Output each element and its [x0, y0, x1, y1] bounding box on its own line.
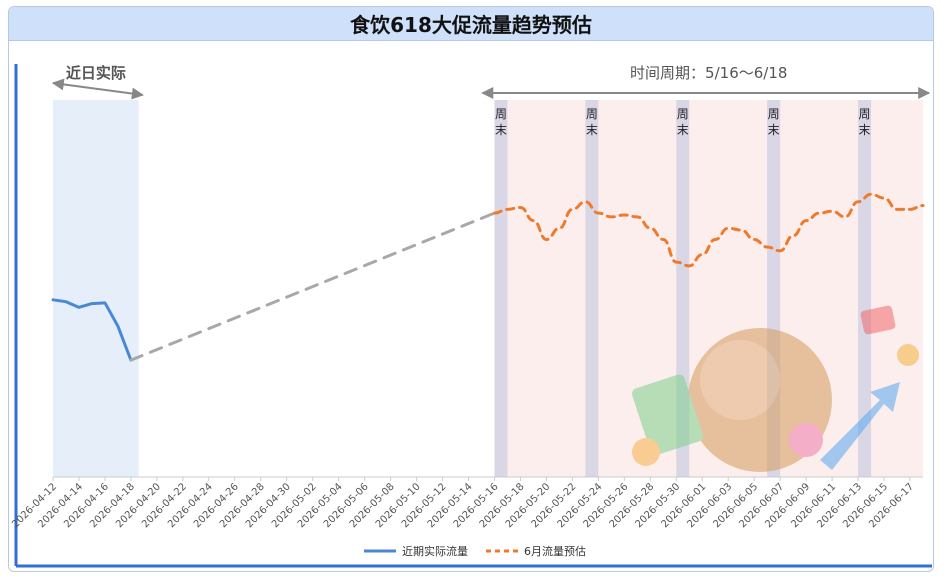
weekend-label-5-1: 周	[859, 107, 871, 121]
series-line-3	[492, 192, 925, 268]
weekend-band-1	[494, 100, 508, 477]
decor-coin-2	[632, 438, 660, 466]
decor-red-envelope	[860, 305, 896, 335]
618-sale-illustration	[632, 305, 919, 472]
weekend-label-1-1: 周	[495, 107, 507, 121]
series-line-1	[51, 298, 133, 362]
decor-coin	[897, 344, 919, 366]
legend-label-1: 近期实际流量	[402, 544, 468, 558]
decor-arrow	[820, 382, 900, 470]
region-arrow-1	[51, 78, 144, 100]
title-bar: 食饮618大促流量趋势预估	[9, 7, 933, 41]
decor-bubble	[789, 423, 823, 457]
region-label-1: 近日实际	[66, 64, 126, 82]
weekend-label-1-2: 末	[495, 123, 507, 137]
weekend-label-4-1: 周	[768, 107, 780, 121]
weekend-label-3-1: 周	[677, 107, 689, 121]
chart-title: 食饮618大促流量趋势预估	[350, 13, 592, 37]
weekend-label-5-2: 末	[859, 123, 871, 137]
weekend-label-2-2: 末	[586, 123, 598, 137]
series-line-2	[129, 211, 496, 362]
weekend-label-2-1: 周	[586, 107, 598, 121]
weekend-band-2	[585, 100, 599, 477]
decor-ball-shine	[700, 340, 780, 420]
weekend-label-4-2: 末	[768, 123, 780, 137]
shaded-region-1	[53, 100, 139, 477]
region-label-2: 时间周期：5/16～6/18	[630, 64, 787, 82]
weekend-label-3-2: 末	[677, 123, 689, 137]
decor-sale-tag	[632, 374, 703, 456]
legend-label-2: 6月流量预估	[524, 544, 586, 558]
